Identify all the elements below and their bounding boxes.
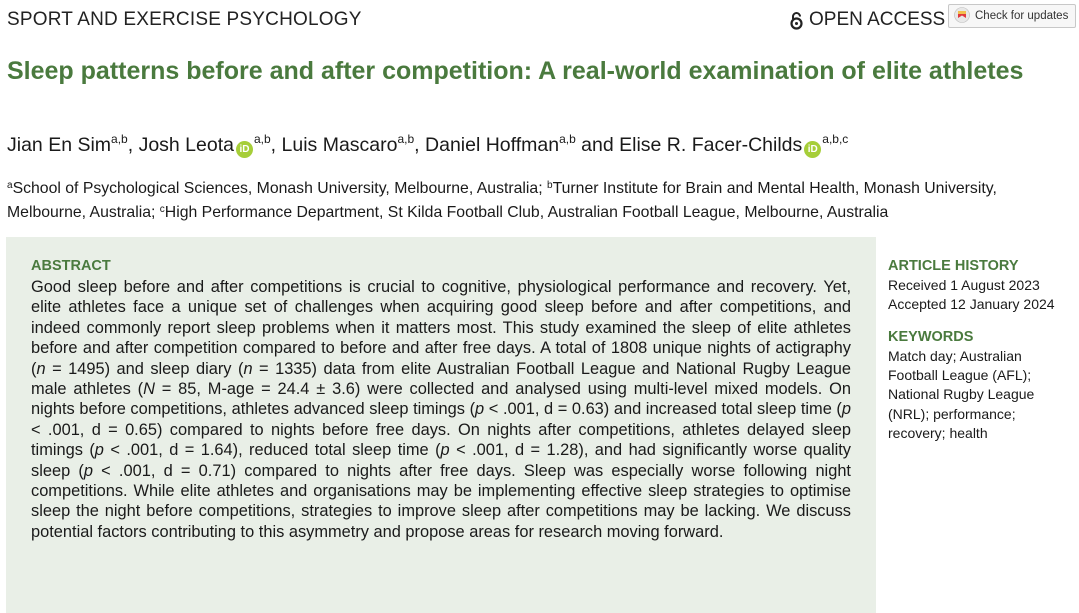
affiliation-text: School of Psychological Sciences, Monash… [12, 180, 547, 197]
author-name[interactable]: Jian En Sim [7, 134, 112, 156]
abstract-italic-symbol: p [475, 400, 485, 419]
abstract-heading: ABSTRACT [31, 258, 111, 274]
affiliation-text: High Performance Department, St Kilda Fo… [164, 204, 889, 221]
abstract-text-segment: = 1495) and sleep diary ( [45, 359, 244, 378]
keywords-list: Match day; Australian Football League (A… [888, 348, 1035, 441]
author-name[interactable]: Elise R. Facer-Childs [619, 134, 803, 156]
abstract-text-segment: < .001, d = 0.63) and increased total sl… [484, 400, 842, 419]
abstract-panel [6, 237, 876, 613]
author-affiliation-marker: a,b [559, 132, 576, 146]
author-affiliation-marker: a,b [397, 132, 415, 146]
abstract-text-segment: < .001, d = 0.71) compared to nights aft… [31, 461, 851, 541]
check-for-updates-button[interactable]: Check for updates [948, 4, 1076, 28]
open-access-label: OPEN ACCESS [809, 9, 946, 30]
author-name[interactable]: Josh Leota [138, 134, 234, 156]
journal-section-label: SPORT AND EXERCISE PSYCHOLOGY [7, 9, 362, 30]
abstract-text-segment: < .001, d = 0.65) compared to nights bef… [31, 420, 851, 460]
abstract-text-segment: = 85, M-age = 24.4 ± 3.6) were collected… [31, 380, 852, 419]
orcid-icon[interactable]: iD [235, 141, 253, 158]
abstract-italic-symbol: N [143, 380, 155, 399]
abstract-text-segment: < .001, d = 1.28), and had significantly… [31, 441, 851, 480]
open-lock-icon [790, 11, 803, 30]
affiliation-text: Turner Institute for Brain and Mental He… [7, 180, 997, 221]
affiliations: aSchool of Psychological Sciences, Monas… [7, 175, 1069, 223]
author-list: Jian En Sima,b, Josh Leota iDa,b, Luis Ma… [7, 132, 849, 158]
accepted-date: Accepted 12 January 2024 [888, 296, 1055, 312]
abstract-italic-symbol: p [83, 461, 93, 480]
abstract-italic-symbol: p [841, 400, 851, 419]
abstract-italic-symbol: n [36, 359, 46, 378]
author-affiliation-marker: a,b [111, 132, 128, 146]
abstract-text-segment: Good sleep before and after competitions… [31, 278, 851, 378]
orcid-icon[interactable]: iD [804, 141, 822, 158]
open-access-badge[interactable]: OPEN ACCESS [790, 9, 945, 31]
article-history-heading: ARTICLE HISTORY [888, 258, 1019, 274]
received-date: Received 1 August 2023 [888, 277, 1040, 293]
author-name[interactable]: Daniel Hoffman [425, 134, 560, 156]
crossmark-icon [954, 6, 970, 26]
abstract-text: Good sleep before and after competitions… [31, 277, 851, 542]
author-name[interactable]: Luis Mascaro [281, 134, 398, 156]
abstract-italic-symbol: n [243, 359, 253, 378]
keywords-heading: KEYWORDS [888, 329, 974, 345]
affiliation-marker: b [547, 180, 553, 191]
abstract-text-segment: < .001, d = 1.64), reduced total sleep t… [103, 441, 441, 460]
abstract-text-segment: = 1335) data from elite Australian Footb… [31, 359, 851, 399]
affiliation-marker: c [159, 204, 165, 215]
affiliation-marker: a [7, 180, 13, 191]
check-for-updates-label: Check for updates [975, 10, 1069, 22]
author-affiliation-marker: a,b,c [822, 132, 849, 146]
article-title: Sleep patterns before and after competit… [7, 57, 1024, 85]
abstract-italic-symbol: p [440, 441, 450, 460]
abstract-italic-symbol: p [94, 441, 104, 460]
author-affiliation-marker: a,b [253, 132, 271, 146]
